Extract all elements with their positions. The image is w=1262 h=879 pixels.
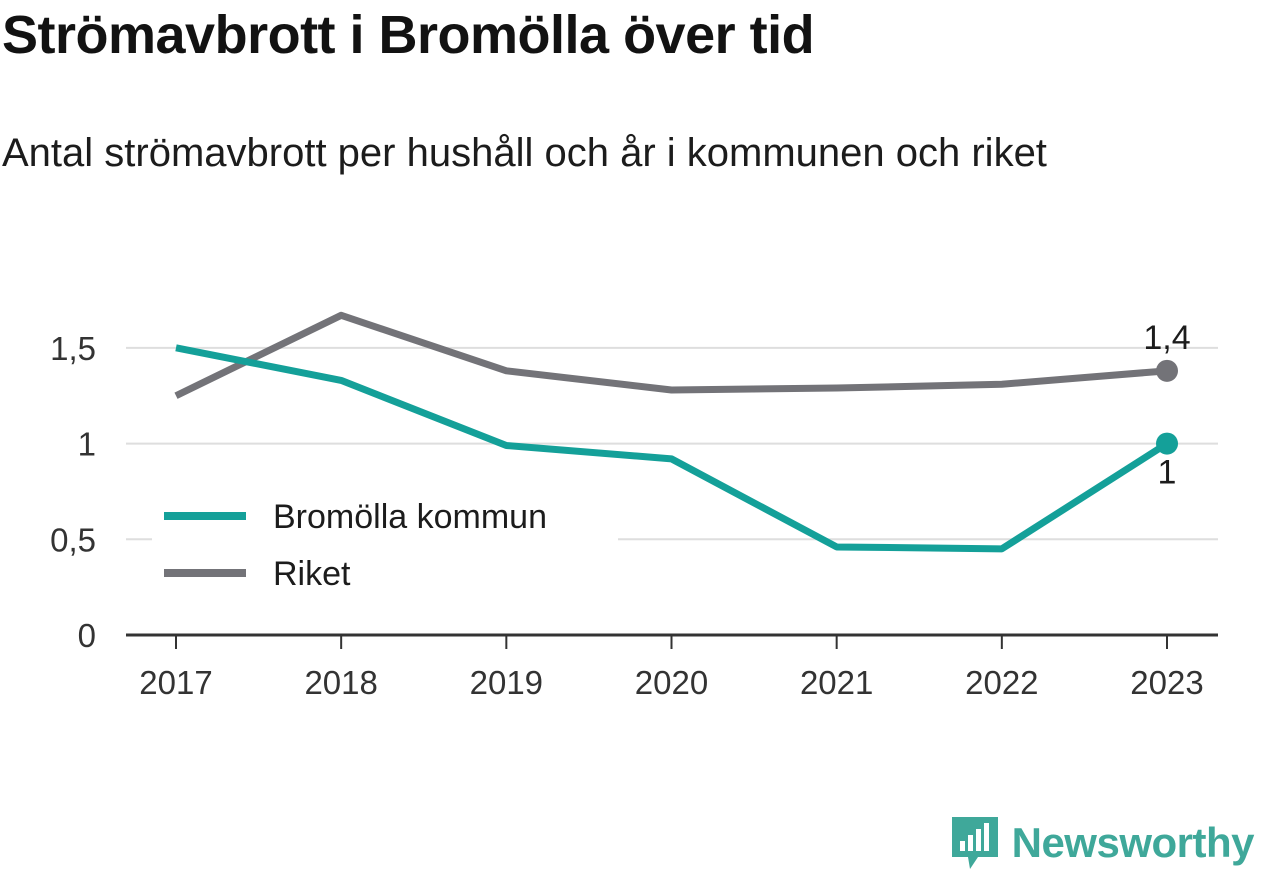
end-point bbox=[1156, 359, 1178, 382]
end-value-label: 1,4 bbox=[1143, 319, 1190, 357]
series-lines bbox=[174, 311, 1169, 553]
legend: Bromölla kommun Riket bbox=[152, 488, 618, 606]
x-tick-label: 2017 bbox=[139, 664, 212, 701]
x-tick-label: 2020 bbox=[635, 664, 708, 701]
newsworthy-brand: Newsworthy bbox=[948, 813, 1255, 873]
x-tick-label: 2023 bbox=[1130, 664, 1203, 701]
x-tick-label: 2021 bbox=[800, 664, 873, 701]
y-axis-tick-labels: 0 0,5 1 1,5 bbox=[50, 330, 96, 654]
y-tick-label: 1,5 bbox=[50, 330, 96, 367]
chart-title: Strömavbrott i Bromölla över tid bbox=[2, 5, 815, 65]
brand-name: Newsworthy bbox=[1011, 819, 1255, 866]
legend-label: Riket bbox=[273, 555, 351, 593]
series-line bbox=[174, 311, 1168, 399]
legend-background bbox=[152, 488, 618, 606]
series-line bbox=[175, 344, 1169, 553]
legend-label: Bromölla kommun bbox=[273, 498, 547, 536]
y-tick-label: 1 bbox=[78, 426, 96, 463]
y-tick-label: 0,5 bbox=[50, 521, 96, 558]
newsworthy-logo-icon bbox=[951, 817, 998, 869]
y-tick-label: 0 bbox=[78, 617, 96, 654]
x-tick-label: 2018 bbox=[304, 664, 377, 701]
end-markers: 11,4 bbox=[1143, 319, 1190, 492]
end-point bbox=[1156, 432, 1178, 455]
x-tick-label: 2022 bbox=[965, 664, 1038, 701]
x-tick-label: 2019 bbox=[470, 664, 543, 701]
x-axis-ticks: 2017 2018 2019 2020 2021 2022 2023 bbox=[139, 635, 1204, 701]
end-value-label: 1 bbox=[1158, 454, 1177, 492]
chart-subtitle: Antal strömavbrott per hushåll och år i … bbox=[2, 131, 1047, 175]
